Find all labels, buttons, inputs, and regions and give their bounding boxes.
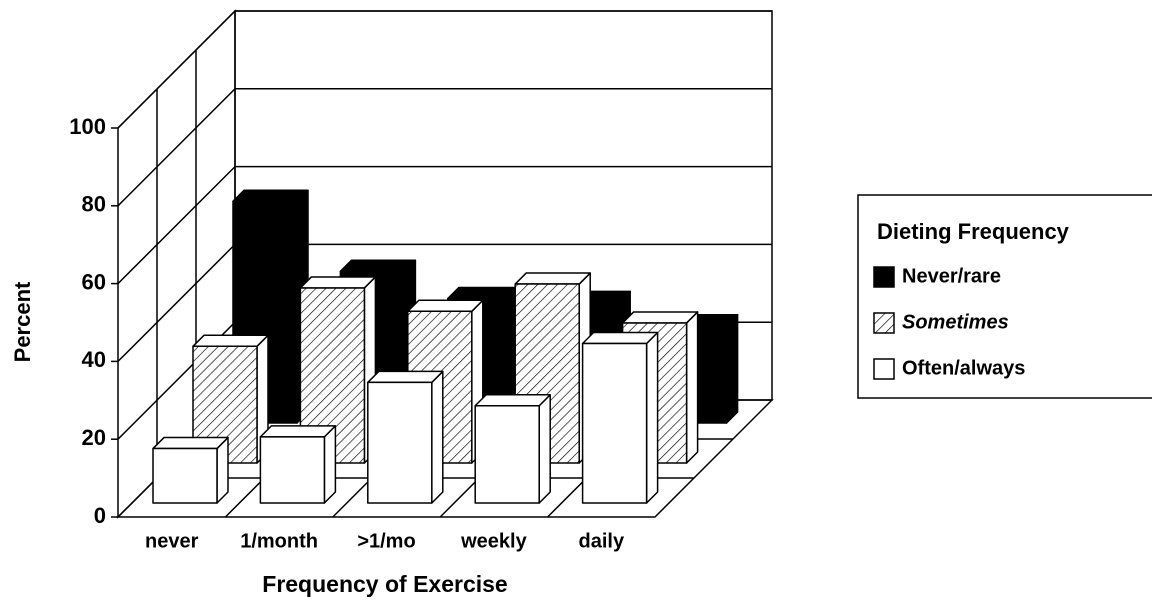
bar-face bbox=[259, 425, 337, 438]
bar bbox=[259, 425, 337, 504]
bar-face bbox=[323, 425, 337, 504]
bar-face bbox=[514, 272, 591, 285]
bar-face bbox=[367, 381, 433, 504]
bar bbox=[581, 331, 659, 504]
grid-line bbox=[117, 166, 236, 285]
bar-face bbox=[447, 286, 524, 300]
bar-face bbox=[367, 370, 444, 384]
legend-swatch bbox=[873, 266, 895, 288]
bar bbox=[367, 370, 444, 504]
y-tick-label: 80 bbox=[82, 192, 106, 217]
legend-title: Dieting Frequency bbox=[877, 219, 1070, 244]
bar-face bbox=[581, 342, 648, 504]
legend-swatch bbox=[873, 312, 895, 334]
bar-face bbox=[192, 334, 269, 348]
bar-face bbox=[645, 331, 659, 504]
bar-face bbox=[407, 299, 484, 313]
y-tick-label: 100 bbox=[69, 114, 106, 139]
y-tick-label: 60 bbox=[82, 269, 106, 294]
bar-face bbox=[474, 405, 540, 504]
legend-label: Never/rare bbox=[902, 265, 1001, 287]
legend-label: Sometimes bbox=[902, 311, 1009, 333]
y-tick-label: 0 bbox=[94, 503, 106, 528]
bar-face bbox=[339, 259, 417, 273]
y-axis-title: Percent bbox=[10, 281, 35, 362]
x-axis-title: Frequency of Exercise bbox=[262, 571, 507, 597]
y-tick-label: 20 bbox=[82, 425, 106, 450]
bar-face bbox=[299, 276, 377, 289]
bar-face bbox=[232, 189, 309, 203]
y-tick-label: 40 bbox=[82, 347, 106, 372]
legend-label: Often/always bbox=[902, 357, 1025, 379]
legend-swatch bbox=[873, 358, 895, 380]
x-tick-label: never bbox=[145, 530, 199, 552]
legend-box bbox=[857, 194, 1152, 399]
bar-face bbox=[725, 314, 739, 424]
bar bbox=[152, 436, 229, 504]
x-tick-label: 1/month bbox=[240, 530, 318, 552]
bar-face bbox=[538, 394, 551, 504]
bar-face bbox=[685, 311, 699, 464]
x-tick-label: daily bbox=[579, 530, 625, 552]
grid-line bbox=[117, 10, 236, 129]
bar-face bbox=[259, 436, 326, 504]
bar bbox=[474, 394, 551, 504]
grid-line bbox=[117, 243, 236, 362]
grid-line bbox=[117, 88, 236, 207]
bar-face bbox=[152, 436, 229, 450]
x-tick-label: weekly bbox=[460, 530, 527, 552]
bar-face bbox=[152, 447, 218, 504]
bar-face bbox=[431, 370, 444, 504]
bar-face bbox=[474, 394, 551, 407]
bar-face bbox=[621, 311, 699, 324]
bar-face bbox=[581, 331, 659, 345]
x-tick-label: >1/mo bbox=[357, 530, 415, 552]
